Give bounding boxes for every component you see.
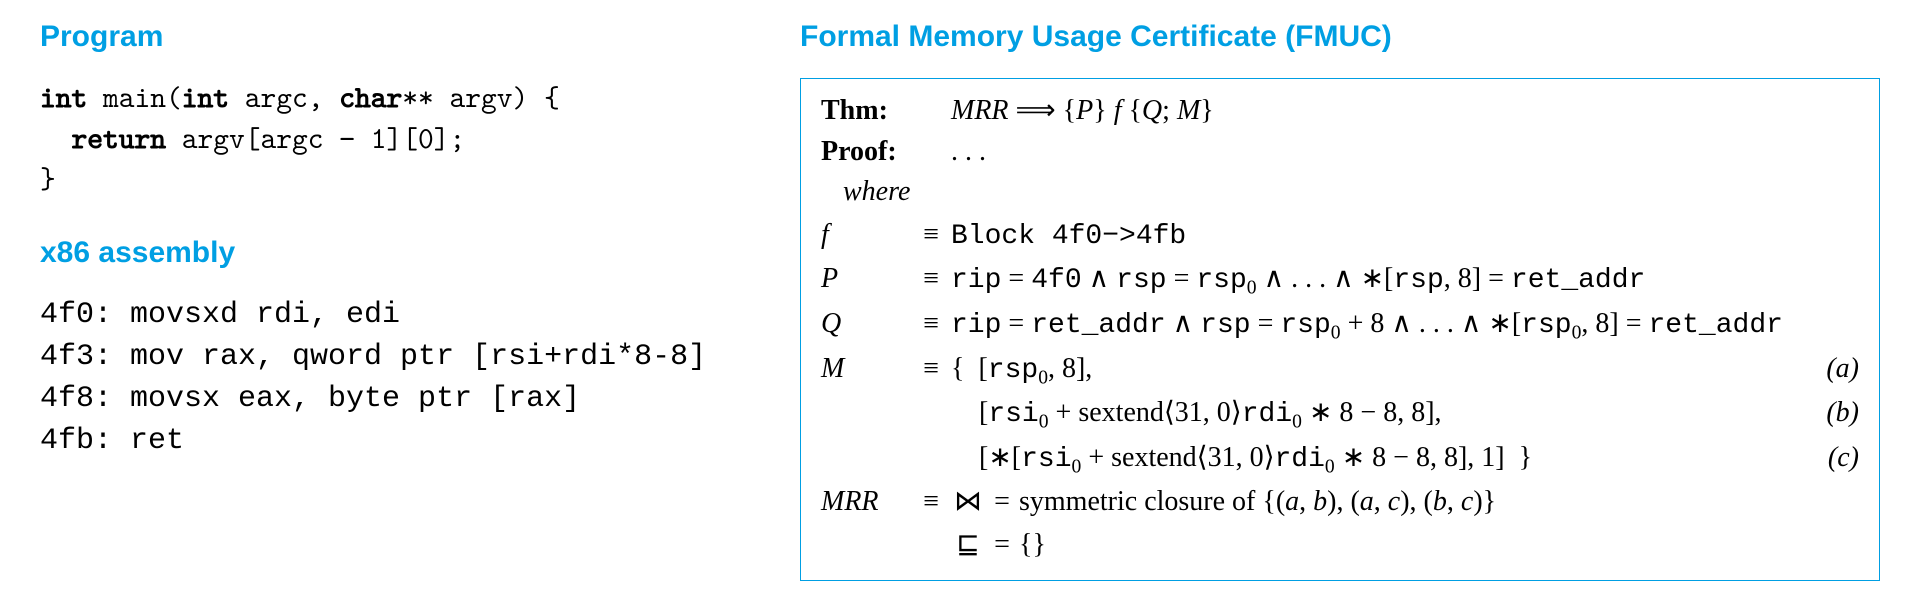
code-text [40,119,72,158]
asm-line: 4f0: movsxd rdi, edi [40,298,400,332]
asm-line: 4f8: movsx eax, byte ptr [rax] [40,382,580,416]
code-text: argv[argc − 1][0]; [166,119,465,158]
def-MRR-2: ⊑ = {} [821,525,1859,566]
val-M1: { [rsp0, 8], [951,349,1809,392]
program-heading: Program [40,20,760,54]
proof-row: Proof: . . . [821,132,1859,173]
equiv: ≡ [911,259,951,300]
sqsub-val: {} [1019,525,1809,566]
fmuc-heading: Formal Memory Usage Certificate (FMUC) [800,20,1880,54]
proof-label: Proof: [821,132,951,173]
val-Q: rip = ret_addr ∧ rsp = rsp0 + 8 ∧ . . . … [951,304,1809,347]
where-label: where [821,172,973,213]
program-code: int main(int argc, char** argv) { return… [40,78,760,200]
def-M-1: M ≡ { [rsp0, 8], (a) [821,349,1859,392]
thm-body: MRR ⟹ {P} f {Q; M} [951,91,1859,132]
left-column: Program int main(int argc, char** argv) … [40,20,800,581]
def-f: f ≡ Block 4f0−>4fb [821,215,1859,258]
eq: = [985,525,1019,566]
tag-b: (b) [1809,393,1859,434]
tag-a: (a) [1809,349,1859,390]
tag-c: (c) [1809,438,1859,479]
equiv: ≡ [911,215,951,256]
sym-Q: Q [821,304,911,345]
kw-return: return [72,119,167,158]
equiv: ≡ [911,304,951,345]
equiv: ≡ [911,482,951,523]
asm-heading: x86 assembly [40,236,760,270]
proof-body: . . . [951,132,1859,173]
code-text: main( [87,78,182,117]
sym-P: P [821,259,911,300]
equiv: ≡ [911,349,951,390]
def-P: P ≡ rip = 4f0 ∧ rsp = rsp0 ∧ . . . ∧ ∗[r… [821,259,1859,302]
code-text: argc, [229,78,339,117]
code-text: } [40,159,56,198]
kw-char: char [339,78,402,117]
sym-f: f [821,215,911,256]
asm-line: 4f3: mov rax, qword ptr [rsi+rdi*8-8] [40,340,706,374]
fmuc-box: Thm: MRR ⟹ {P} f {Q; M} Proof: . . . whe… [800,78,1880,581]
asm-line: 4fb: ret [40,424,184,458]
asm-code: 4f0: movsxd rdi, edi 4f3: mov rax, qword… [40,294,760,462]
page-root: Program int main(int argc, char** argv) … [0,0,1920,601]
def-M-3: [∗[rsi0 + sextend⟨31, 0⟩rdi0 ∗ 8 − 8, 8]… [821,438,1859,481]
val-M2: [rsi0 + sextend⟨31, 0⟩rdi0 ∗ 8 − 8, 8], [951,393,1809,436]
thm-row: Thm: MRR ⟹ {P} f {Q; M} [821,91,1859,132]
bowtie-icon: ⋈ [951,482,985,523]
val-mrr: ⋈ = symmetric closure of {(a, b), (a, c)… [951,482,1809,523]
kw-int-2: int [182,78,229,117]
sym-MRR: MRR [821,482,911,523]
thm-label: Thm: [821,91,951,132]
where-row: where [821,172,1859,213]
sqsubset-icon: ⊑ [951,525,985,566]
def-Q: Q ≡ rip = ret_addr ∧ rsp = rsp0 + 8 ∧ . … [821,304,1859,347]
bowtie-val: symmetric closure of {(a, b), (a, c), (b… [1019,482,1809,523]
val-mrr2: ⊑ = {} [951,525,1809,566]
val-M3: [∗[rsi0 + sextend⟨31, 0⟩rdi0 ∗ 8 − 8, 8]… [951,438,1809,481]
def-M-2: [rsi0 + sextend⟨31, 0⟩rdi0 ∗ 8 − 8, 8], … [821,393,1859,436]
code-text: ** argv) { [402,78,560,117]
kw-int-1: int [40,78,87,117]
sym-M: M [821,349,911,390]
def-MRR-1: MRR ≡ ⋈ = symmetric closure of {(a, b), … [821,482,1859,523]
val-f: Block 4f0−>4fb [951,217,1809,258]
right-column: Formal Memory Usage Certificate (FMUC) T… [800,20,1880,581]
val-P: rip = 4f0 ∧ rsp = rsp0 ∧ . . . ∧ ∗[rsp, … [951,259,1809,302]
eq: = [985,482,1019,523]
